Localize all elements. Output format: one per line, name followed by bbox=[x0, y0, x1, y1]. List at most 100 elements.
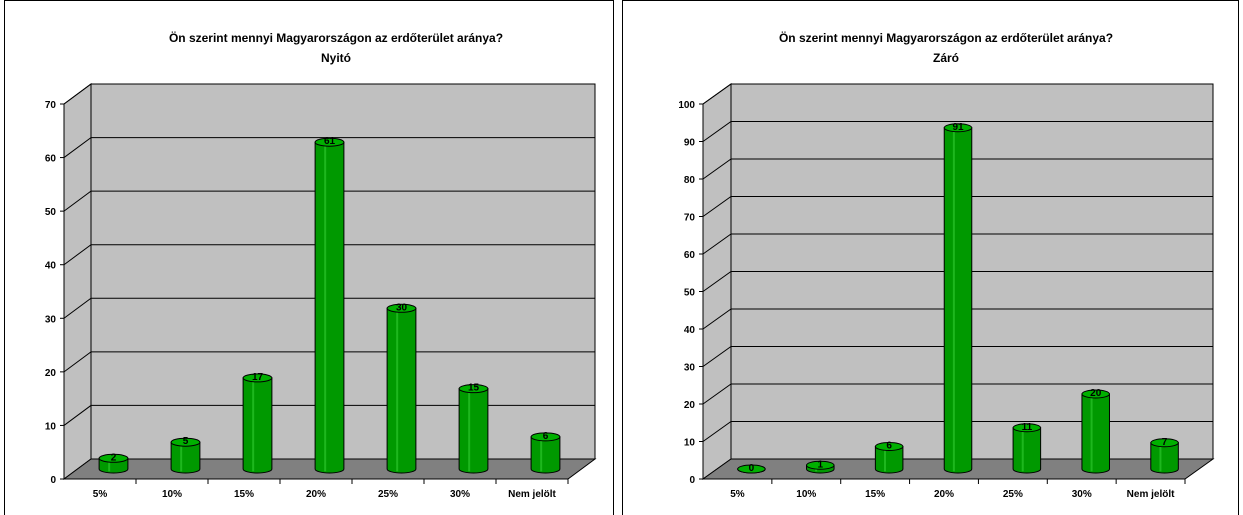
bar-top bbox=[943, 123, 973, 133]
chart-frame-right bbox=[622, 0, 1239, 515]
bar-top bbox=[874, 442, 904, 451]
y-tick-label: 40 bbox=[684, 325, 696, 336]
bar bbox=[386, 303, 417, 474]
data-label: 11 bbox=[1022, 422, 1033, 433]
bar-top bbox=[458, 384, 489, 394]
gridline bbox=[63, 190, 595, 212]
gridline bbox=[63, 83, 595, 105]
chart-subtitle: Nyitó bbox=[321, 51, 351, 65]
x-tick-label: 25% bbox=[378, 489, 398, 500]
x-tick-label: 30% bbox=[1072, 489, 1092, 500]
chart-title: Ön szerint mennyi Magyarországon az erdő… bbox=[779, 30, 1113, 45]
bar bbox=[1012, 423, 1042, 474]
bar bbox=[458, 384, 489, 474]
x-tick-label: 20% bbox=[306, 489, 326, 500]
data-label: 6 bbox=[886, 441, 892, 452]
bar-top bbox=[98, 453, 129, 463]
gridline bbox=[63, 137, 595, 158]
y-tick-label: 0 bbox=[50, 475, 56, 486]
chart-frame-left bbox=[4, 0, 614, 515]
y-tick-label: 60 bbox=[684, 250, 696, 261]
bar bbox=[874, 442, 904, 474]
data-label: 0 bbox=[749, 463, 755, 474]
y-tick-label: 70 bbox=[684, 213, 696, 224]
x-tick-label: 10% bbox=[796, 489, 816, 500]
bar-body bbox=[1012, 427, 1042, 474]
y-tick-label: 100 bbox=[678, 100, 695, 111]
y-tick-label: 0 bbox=[689, 475, 695, 486]
data-label: 30 bbox=[396, 302, 408, 313]
y-tick-label: 20 bbox=[45, 368, 57, 379]
gridline bbox=[702, 271, 1213, 292]
gridline bbox=[702, 308, 1213, 330]
bar-top bbox=[806, 460, 835, 470]
bar bbox=[170, 437, 201, 474]
y-tick-label: 50 bbox=[684, 288, 696, 299]
gridline bbox=[702, 346, 1213, 367]
data-label: 61 bbox=[324, 136, 336, 147]
gridline bbox=[702, 233, 1213, 255]
gridline bbox=[702, 383, 1213, 405]
bar-top bbox=[386, 303, 417, 313]
gridline bbox=[63, 244, 595, 266]
chart-nyito: Ön szerint mennyi Magyarországon az erdő… bbox=[45, 30, 597, 500]
y-tick-label: 60 bbox=[45, 154, 57, 165]
x-tick-label: 30% bbox=[450, 489, 470, 500]
gridline bbox=[702, 421, 1213, 442]
y-tick-label: 10 bbox=[684, 438, 696, 449]
chart-subtitle: Záró bbox=[933, 51, 959, 65]
bar bbox=[242, 373, 273, 474]
data-label: 20 bbox=[1090, 388, 1102, 399]
bar bbox=[806, 460, 835, 474]
bar-body bbox=[1081, 393, 1110, 474]
y-tick-label: 80 bbox=[684, 175, 696, 186]
bar-body bbox=[874, 446, 904, 474]
x-tick-label: 10% bbox=[162, 489, 182, 500]
data-label: 17 bbox=[252, 372, 264, 383]
x-tick-label: 15% bbox=[865, 489, 885, 500]
bar bbox=[1150, 438, 1179, 474]
bar-body bbox=[530, 436, 561, 474]
data-label: 1 bbox=[818, 459, 824, 470]
bar-top bbox=[170, 437, 201, 447]
y-tick-label: 70 bbox=[45, 100, 57, 111]
plot-side-wall bbox=[63, 83, 92, 480]
bar-body bbox=[458, 388, 489, 474]
bar-top bbox=[1012, 423, 1042, 433]
data-label: 6 bbox=[543, 431, 549, 442]
data-label: 7 bbox=[1162, 437, 1168, 448]
bar bbox=[530, 432, 561, 474]
data-label: 5 bbox=[183, 436, 189, 447]
bar-body bbox=[386, 307, 417, 474]
y-tick-label: 50 bbox=[45, 207, 57, 218]
x-tick-label: 25% bbox=[1003, 489, 1023, 500]
x-tick-label: 15% bbox=[234, 489, 254, 500]
gridline bbox=[63, 404, 595, 426]
data-label: 2 bbox=[111, 452, 117, 463]
chart-title: Ön szerint mennyi Magyarországon az erdő… bbox=[169, 30, 503, 45]
bar bbox=[737, 464, 766, 474]
bar-top bbox=[1081, 389, 1110, 399]
bar-top bbox=[1150, 438, 1179, 448]
gridline bbox=[702, 121, 1213, 142]
gridline bbox=[702, 196, 1213, 217]
bar-top bbox=[530, 432, 561, 442]
gridline bbox=[63, 351, 595, 373]
x-tick-label: 5% bbox=[730, 489, 745, 500]
bar bbox=[98, 453, 129, 474]
y-tick-label: 10 bbox=[45, 421, 57, 432]
gridline bbox=[702, 158, 1213, 180]
y-tick-label: 90 bbox=[684, 138, 696, 149]
bar-body bbox=[1150, 442, 1179, 474]
data-label: 15 bbox=[468, 383, 480, 394]
x-tick-label: Nem jelölt bbox=[1127, 489, 1175, 500]
gridline bbox=[702, 83, 1213, 105]
y-tick-label: 30 bbox=[45, 314, 57, 325]
data-label: 91 bbox=[952, 122, 964, 133]
bar-top bbox=[242, 373, 273, 383]
gridline bbox=[63, 297, 595, 319]
bar-body bbox=[170, 441, 201, 474]
bar-top bbox=[314, 137, 345, 147]
bar-top bbox=[737, 464, 766, 474]
